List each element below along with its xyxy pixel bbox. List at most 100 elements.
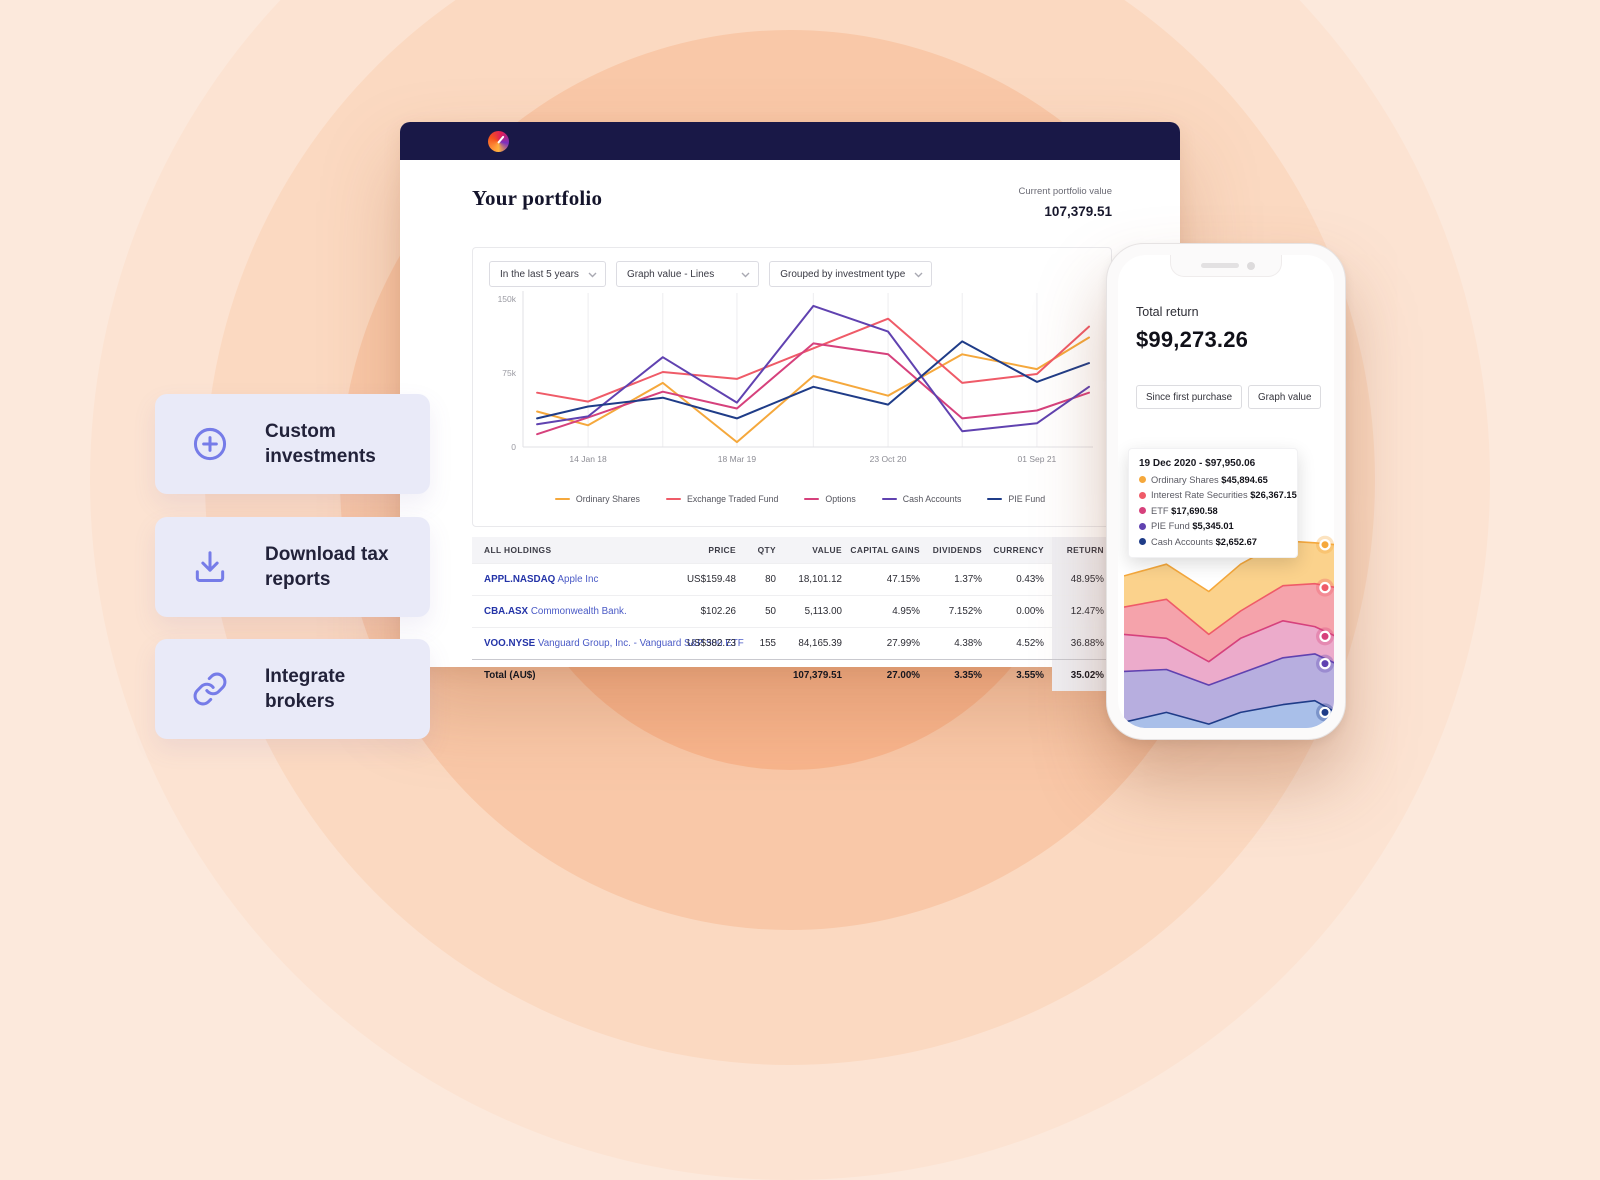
filter-graph-value-dropdown[interactable]: Graph value - Lines bbox=[615, 261, 760, 287]
camera-dot-icon bbox=[1247, 261, 1255, 270]
feature-card-custom-investments[interactable]: Custom investments bbox=[155, 394, 430, 494]
window-titlebar bbox=[400, 122, 1180, 160]
legend-label: Ordinary Shares bbox=[575, 494, 640, 504]
chart-tooltip: 19 Dec 2020 - $97,950.06 Ordinary Shares… bbox=[1128, 448, 1298, 558]
chevron-down-icon bbox=[914, 272, 923, 278]
legend-label: Cash Accounts bbox=[902, 494, 962, 504]
total-return-value: $99,273.26 bbox=[1136, 327, 1249, 352]
chart-legend: Ordinary Shares Exchange Traded Fund Opt… bbox=[489, 494, 1111, 504]
portfolio-line-chart: 150k 75k 0 14 Jan 18 18 Mar 19 23 Oct 20 01 Se… bbox=[498, 291, 1093, 464]
col-all-holdings: ALL HOLDINGS bbox=[472, 537, 672, 564]
area-band bbox=[1124, 653, 1334, 725]
currency-cell: 0.00% bbox=[990, 595, 1052, 628]
legend-label: Options bbox=[825, 494, 856, 504]
svg-text:18 Mar 19: 18 Mar 19 bbox=[718, 454, 757, 464]
filter-grouping-dropdown[interactable]: Grouped by investment type bbox=[769, 261, 933, 287]
legend-swatch bbox=[665, 497, 681, 501]
feature-card-tax-reports[interactable]: Download tax reports bbox=[155, 517, 430, 617]
chevron-down-icon bbox=[741, 272, 750, 278]
value-cell: 5,113.00 bbox=[784, 595, 850, 628]
tooltip-item: ETF $17,690.58 bbox=[1139, 506, 1287, 516]
tooltip-item: Interest Rate Securities $26,367.15 bbox=[1139, 490, 1297, 500]
feature-label: Integrate brokers bbox=[265, 665, 346, 712]
portfolio-window: Your portfolio Current portfolio value 1… bbox=[400, 122, 1180, 691]
table-header-row: ALL HOLDINGS PRICE QTY VALUE CAPITAL GAI… bbox=[472, 537, 1112, 564]
holdings-table: ALL HOLDINGS PRICE QTY VALUE CAPITAL GAI… bbox=[472, 537, 1112, 691]
total-return-label: Total return bbox=[1136, 305, 1199, 319]
total-capital-gains: 27.00% bbox=[850, 659, 928, 691]
tooltip-series-dot bbox=[1139, 476, 1146, 483]
legend-swatch bbox=[804, 497, 820, 501]
value-cell: 84,165.39 bbox=[784, 627, 850, 660]
table-row: APPL.NASDAQ Apple Inc US$159.48 80 18,10… bbox=[472, 563, 1112, 596]
hero-background: { "background": { "ring_colors": ["#FCE3… bbox=[0, 0, 1600, 841]
filter-graph-value-value: Graph value - Lines bbox=[626, 268, 715, 280]
svg-text:01 Sep 21: 01 Sep 21 bbox=[1018, 454, 1057, 464]
filter-grouping-value: Grouped by investment type bbox=[780, 268, 906, 280]
col-currency: CURRENCY bbox=[990, 537, 1052, 564]
price-cell: US$382.73 bbox=[672, 627, 744, 660]
area-band bbox=[1124, 700, 1334, 728]
legend-item: Cash Accounts bbox=[881, 494, 962, 504]
phone-notch bbox=[1170, 255, 1282, 277]
return-cell: 48.95% bbox=[1052, 563, 1112, 596]
return-cell: 12.47% bbox=[1052, 595, 1112, 628]
legend-item: PIE Fund bbox=[987, 494, 1045, 504]
col-price: PRICE bbox=[672, 537, 744, 564]
ticker-link[interactable]: VOO.NYSE bbox=[484, 638, 536, 649]
dividends-cell: 4.38% bbox=[928, 627, 990, 660]
filter-timeframe-dropdown[interactable]: In the last 5 years bbox=[489, 261, 606, 287]
legend-label: PIE Fund bbox=[1008, 494, 1046, 504]
table-row: CBA.ASX Commonwealth Bank. $102.26 50 5,… bbox=[472, 595, 1112, 628]
phone-area-chart bbox=[1124, 535, 1334, 728]
capital-gains-cell: 47.15% bbox=[850, 563, 928, 596]
tooltip-text: Cash Accounts $2,652.67 bbox=[1151, 536, 1257, 547]
feature-label: Download tax reports bbox=[265, 543, 389, 590]
svg-text:150k: 150k bbox=[498, 294, 517, 304]
tooltip-item: Cash Accounts $2,652.67 bbox=[1139, 537, 1287, 547]
col-value: VALUE bbox=[784, 537, 850, 564]
qty-cell: 155 bbox=[744, 627, 784, 660]
ticker-link[interactable]: APPL.NASDAQ bbox=[484, 574, 556, 585]
series-marker-dots bbox=[1316, 535, 1334, 722]
total-label: Total (AU$) bbox=[472, 659, 672, 691]
legend-swatch bbox=[881, 497, 897, 501]
holding-name[interactable]: Commonwealth Bank. bbox=[530, 606, 627, 617]
link-icon bbox=[193, 672, 227, 706]
holding-name[interactable]: Vanguard Group, Inc. - Vanguard S&P 500 … bbox=[537, 638, 744, 649]
area-band bbox=[1124, 583, 1334, 662]
svg-text:0: 0 bbox=[511, 442, 516, 452]
graph-value-button[interactable]: Graph value bbox=[1248, 385, 1322, 409]
chevron-down-icon bbox=[588, 272, 597, 278]
total-dividends: 3.35% bbox=[928, 659, 990, 691]
total-currency: 3.55% bbox=[990, 659, 1052, 691]
col-qty: QTY bbox=[744, 537, 784, 564]
legend-item: Options bbox=[804, 494, 856, 504]
tooltip-text: PIE Fund $5,345.01 bbox=[1151, 521, 1234, 531]
legend-item: Exchange Traded Fund bbox=[665, 494, 778, 504]
portfolio-value: 107,379.51 bbox=[1044, 204, 1112, 219]
tooltip-series-dot bbox=[1139, 522, 1146, 530]
qty-cell: 80 bbox=[744, 563, 784, 596]
tooltip-series-dot bbox=[1139, 491, 1146, 499]
phone-screen: Total return $99,273.26 Since first purc… bbox=[1118, 255, 1334, 728]
tooltip-item: Ordinary Shares $45,894.65 bbox=[1139, 475, 1287, 485]
price-cell: US$159.48 bbox=[672, 563, 744, 596]
filter-timeframe-value: In the last 5 years bbox=[500, 268, 579, 280]
range-button[interactable]: Since first purchase bbox=[1136, 385, 1243, 409]
legend-swatch bbox=[987, 497, 1003, 501]
price-cell: $102.26 bbox=[672, 595, 744, 628]
tooltip-title: 19 Dec 2020 - $97,950.06 bbox=[1139, 458, 1256, 469]
holding-name[interactable]: Apple Inc bbox=[557, 574, 599, 585]
app-logo-icon[interactable] bbox=[488, 131, 509, 152]
ticker-link[interactable]: CBA.ASX bbox=[484, 606, 529, 617]
capital-gains-cell: 4.95% bbox=[850, 595, 928, 628]
svg-text:23 Oct 20: 23 Oct 20 bbox=[870, 454, 907, 464]
col-return: RETURN bbox=[1052, 537, 1112, 564]
currency-cell: 0.43% bbox=[990, 563, 1052, 596]
total-return: 35.02% bbox=[1052, 659, 1112, 691]
tooltip-series-dot bbox=[1139, 507, 1146, 514]
area-band bbox=[1124, 620, 1334, 686]
chart-card: In the last 5 years Graph value - Lines … bbox=[472, 247, 1112, 527]
feature-card-integrate-brokers[interactable]: Integrate brokers bbox=[155, 639, 430, 739]
